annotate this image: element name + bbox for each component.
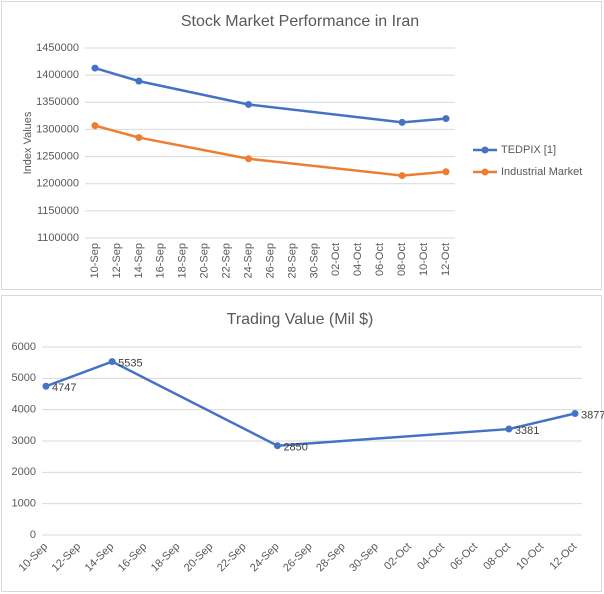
x-tick-label: 10-Sep <box>89 243 101 278</box>
y-tick-label: 1450000 <box>36 42 79 54</box>
data-point <box>245 100 253 108</box>
data-label: 2850 <box>283 442 307 454</box>
x-tick-label: 26-Sep <box>264 243 276 278</box>
chart-title: Trading Value (Mil $) <box>227 311 374 328</box>
x-tick-label: 10-Oct <box>418 243 430 276</box>
data-point <box>571 410 579 418</box>
legend-label: Industrial Market <box>501 166 582 178</box>
y-tick-label: 1300000 <box>36 123 79 135</box>
x-tick-label: 18-Sep <box>177 243 189 278</box>
x-tick-label: 16-Sep <box>155 243 167 278</box>
x-tick-label: 04-Oct <box>352 243 364 276</box>
data-point <box>91 64 99 72</box>
data-point <box>135 77 143 85</box>
y-tick-label: 1200000 <box>36 178 79 190</box>
y-tick-label: 1250000 <box>36 150 79 162</box>
x-tick-label: 12-Oct <box>440 243 452 276</box>
data-point <box>442 168 450 176</box>
legend-label: TEDPIX [1] <box>501 144 556 156</box>
x-tick-label: 12-Sep <box>111 243 123 278</box>
y-tick-label: 5000 <box>12 372 36 384</box>
y-tick-label: 1350000 <box>36 96 79 108</box>
data-point <box>398 118 406 126</box>
data-point <box>91 122 99 130</box>
x-tick-label: 30-Sep <box>308 243 320 278</box>
y-tick-label: 6000 <box>12 341 36 353</box>
x-tick-label: 24-Sep <box>242 243 254 278</box>
x-tick-label: 28-Sep <box>286 243 298 278</box>
data-point <box>135 134 143 142</box>
data-point <box>442 115 450 123</box>
data-point <box>42 382 50 390</box>
y-tick-label: 1400000 <box>36 69 79 81</box>
legend-marker <box>481 146 489 154</box>
data-point <box>245 155 253 163</box>
data-label: 3381 <box>515 425 539 437</box>
x-tick-label: 02-Oct <box>330 243 342 276</box>
data-point <box>398 172 406 180</box>
y-tick-label: 1150000 <box>37 205 79 217</box>
y-tick-label: 2000 <box>12 466 36 478</box>
y-tick-label: 4000 <box>12 404 36 416</box>
y-tick-label: 3000 <box>12 435 36 447</box>
y-tick-label: 1100000 <box>37 232 79 244</box>
legend-marker <box>481 168 489 176</box>
chart-frame <box>1 1 602 290</box>
x-tick-label: 14-Sep <box>133 243 145 278</box>
y-tick-label: 0 <box>30 529 36 541</box>
y-axis-label: Index Values <box>22 111 34 174</box>
data-point <box>108 358 116 366</box>
x-tick-label: 06-Oct <box>374 243 386 276</box>
data-label: 4747 <box>52 382 76 394</box>
x-tick-label: 08-Oct <box>396 243 408 276</box>
data-label: 5535 <box>118 357 142 369</box>
x-tick-label: 20-Sep <box>199 243 211 278</box>
chart-title: Stock Market Performance in Iran <box>181 13 419 30</box>
x-tick-label: 22-Sep <box>221 243 233 278</box>
y-tick-label: 1000 <box>12 498 36 510</box>
data-point <box>505 425 513 433</box>
data-point <box>273 442 281 450</box>
data-label: 3877 <box>581 409 604 421</box>
